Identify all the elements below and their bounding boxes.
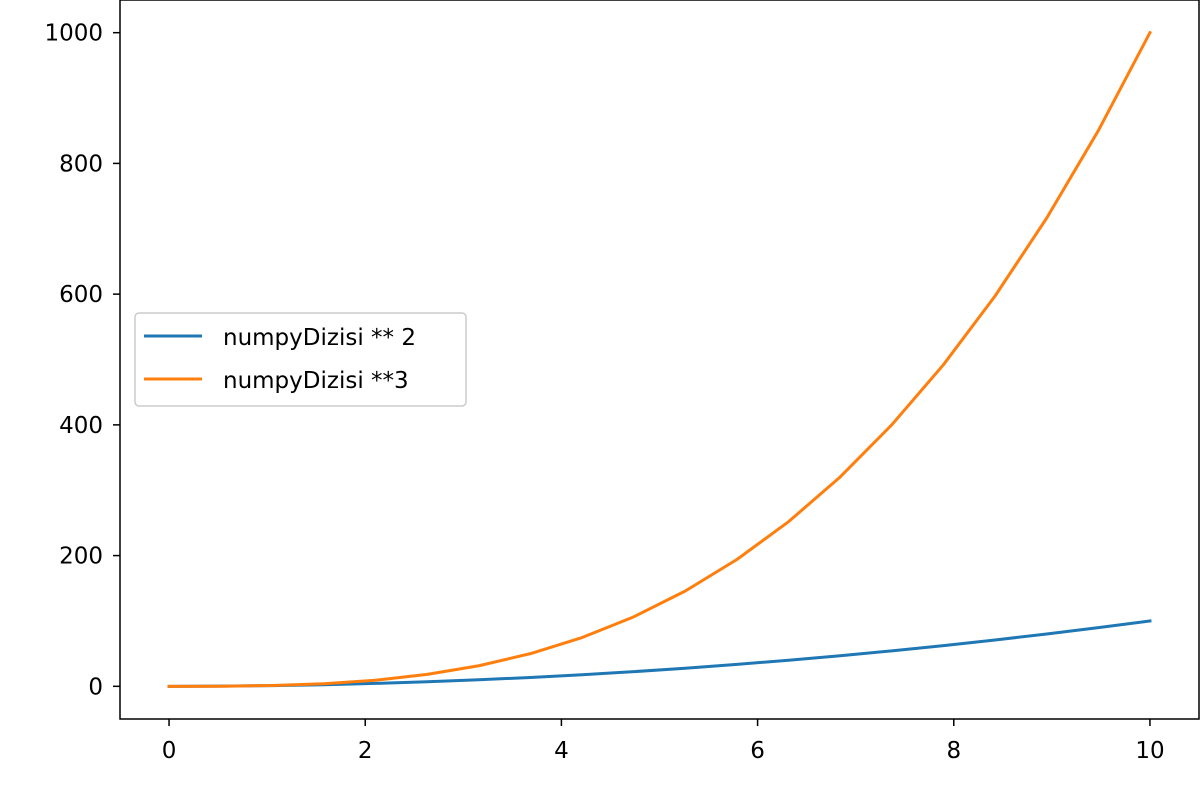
x-tick-label: 0	[162, 738, 177, 764]
y-tick-label: 600	[59, 282, 103, 308]
y-tick-label: 400	[59, 413, 103, 439]
x-tick-label: 8	[946, 738, 961, 764]
plot-frame	[119, 0, 1200, 720]
legend-label-series-2: numpyDizisi **3	[223, 368, 409, 394]
y-tick-label: 0	[88, 674, 103, 700]
x-tick-label: 6	[750, 738, 765, 764]
x-tick-label: 10	[1135, 738, 1164, 764]
series-line-2	[167, 30, 1152, 688]
x-tick-label: 2	[358, 738, 373, 764]
legend-label-series-1: numpyDizisi ** 2	[223, 325, 416, 351]
y-tick-label: 1000	[44, 21, 103, 47]
x-axis-ticks: 0 2 4 6 8 10	[162, 719, 1165, 764]
y-tick-label: 200	[59, 544, 103, 570]
x-tick-label: 4	[554, 738, 569, 764]
y-axis-ticks: 0 200 400 600 800 1000	[44, 21, 120, 700]
legend-box	[134, 312, 467, 407]
legend: numpyDizisi ** 2 numpyDizisi **3	[134, 312, 467, 407]
plot-lines	[167, 30, 1152, 688]
y-tick-label: 800	[59, 151, 103, 177]
